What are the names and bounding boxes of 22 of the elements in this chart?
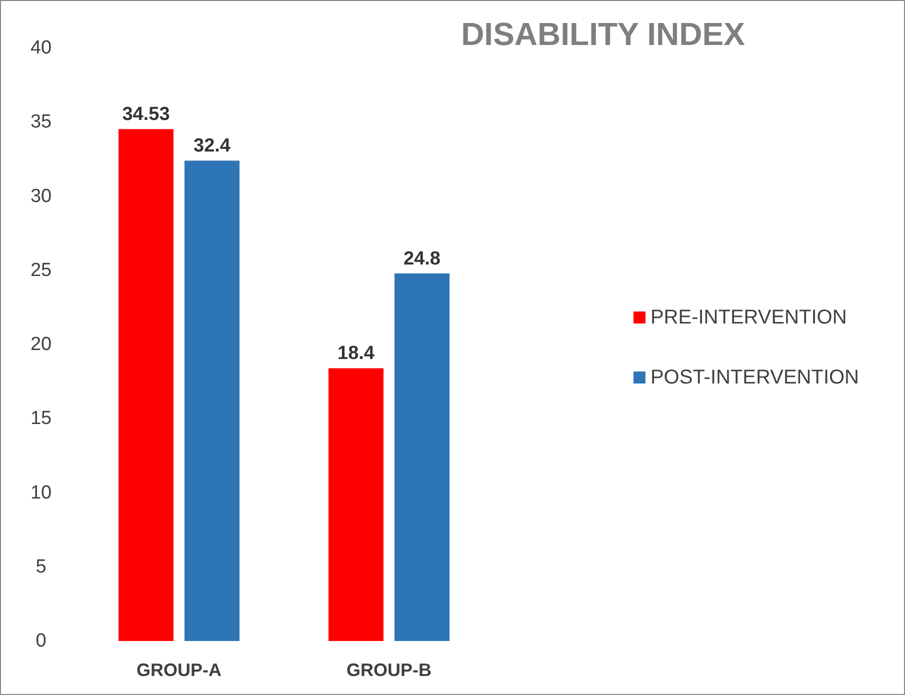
data-label: 18.4 xyxy=(338,343,375,364)
y-tick-label: 15 xyxy=(30,408,52,430)
y-tick-label: 5 xyxy=(36,556,46,578)
y-tick-label: 25 xyxy=(30,260,52,281)
y-tick-label: 0 xyxy=(36,630,46,652)
y-tick-label: 20 xyxy=(30,334,52,355)
legend-label: POST-INTERVENTION xyxy=(650,366,859,388)
legend-label: PRE-INTERVENTION xyxy=(650,306,847,328)
x-tick-label: GROUP-B xyxy=(346,660,432,680)
y-tick-label: 10 xyxy=(30,482,52,504)
y-tick-label: 30 xyxy=(30,186,52,207)
x-tick-label: GROUP-A xyxy=(136,660,222,680)
data-label: 24.8 xyxy=(404,248,440,270)
text: DISABILITY INDEX xyxy=(461,16,746,52)
data-label: 34.53 xyxy=(122,104,170,126)
y-tick-label: 40 xyxy=(30,38,52,58)
bar xyxy=(328,368,384,641)
data-label: 32.4 xyxy=(194,136,231,157)
y-tick-label: 35 xyxy=(30,112,52,133)
bar xyxy=(184,160,240,641)
bar xyxy=(118,129,174,641)
bar xyxy=(394,273,450,641)
